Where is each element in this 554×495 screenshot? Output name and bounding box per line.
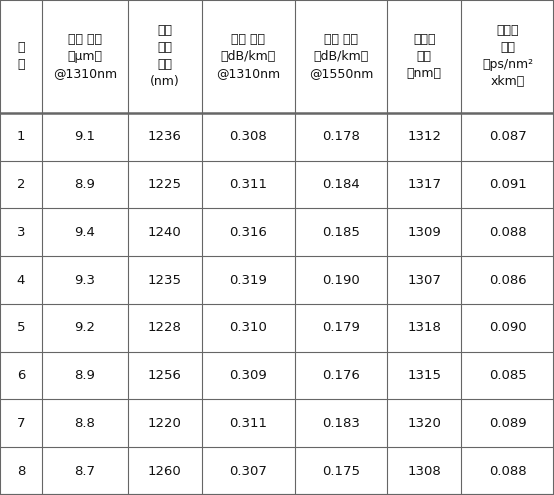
Text: 6: 6 [17,369,25,382]
Text: 1309: 1309 [407,226,441,239]
Text: 衰减 系数
（dB/km）
@1550nm: 衰减 系数 （dB/km） @1550nm [309,33,373,80]
Text: 0.319: 0.319 [229,274,267,287]
Text: 1220: 1220 [148,417,182,430]
Text: 8: 8 [17,465,25,478]
Text: 0.183: 0.183 [322,417,360,430]
Text: 8.9: 8.9 [74,369,95,382]
Text: 3: 3 [17,226,25,239]
Text: 0.086: 0.086 [489,274,526,287]
Text: 0.175: 0.175 [322,465,360,478]
Text: 1228: 1228 [148,321,182,334]
Text: 1235: 1235 [148,274,182,287]
Text: 1312: 1312 [407,130,442,143]
Text: 2: 2 [17,178,25,191]
Text: 0.308: 0.308 [229,130,267,143]
Text: 0.311: 0.311 [229,178,267,191]
Text: 0.085: 0.085 [489,369,526,382]
Text: 5: 5 [17,321,25,334]
Text: 光缆
截止
波长
(nm): 光缆 截止 波长 (nm) [150,24,180,89]
Text: 8.9: 8.9 [74,178,95,191]
Text: 1307: 1307 [407,274,441,287]
Text: 0.310: 0.310 [229,321,267,334]
Text: 0.307: 0.307 [229,465,267,478]
Text: 1317: 1317 [407,178,442,191]
Text: 1308: 1308 [407,465,441,478]
Text: 1240: 1240 [148,226,182,239]
Text: 0.179: 0.179 [322,321,360,334]
Text: 0.185: 0.185 [322,226,360,239]
Text: 9.4: 9.4 [74,226,95,239]
Text: 9.1: 9.1 [74,130,95,143]
Text: 0.087: 0.087 [489,130,526,143]
Text: 1260: 1260 [148,465,182,478]
Text: 8.7: 8.7 [74,465,95,478]
Text: 1320: 1320 [407,417,441,430]
Text: 0.089: 0.089 [489,417,526,430]
Text: 8.8: 8.8 [74,417,95,430]
Text: 0.088: 0.088 [489,465,526,478]
Text: 0.184: 0.184 [322,178,360,191]
Text: 模场 直径
（μm）
@1310nm: 模场 直径 （μm） @1310nm [53,33,117,80]
Text: 0.190: 0.190 [322,274,360,287]
Text: 0.090: 0.090 [489,321,526,334]
Text: 0.088: 0.088 [489,226,526,239]
Text: 零色散
斜率
（ps/nm²
xkm）: 零色散 斜率 （ps/nm² xkm） [482,24,533,89]
Text: 0.309: 0.309 [229,369,267,382]
Text: 9.3: 9.3 [74,274,95,287]
Text: 1236: 1236 [148,130,182,143]
Text: 0.176: 0.176 [322,369,360,382]
Text: 0.316: 0.316 [229,226,267,239]
Text: 序
号: 序 号 [17,42,24,71]
Text: 9.2: 9.2 [74,321,95,334]
Text: 1318: 1318 [407,321,441,334]
Text: 0.178: 0.178 [322,130,360,143]
Text: 7: 7 [17,417,25,430]
Text: 1: 1 [17,130,25,143]
Text: 1315: 1315 [407,369,442,382]
Text: 衰减 系数
（dB/km）
@1310nm: 衰减 系数 （dB/km） @1310nm [216,33,280,80]
Text: 0.091: 0.091 [489,178,526,191]
Text: 1225: 1225 [148,178,182,191]
Text: 1256: 1256 [148,369,182,382]
Text: 零色散
波长
（nm）: 零色散 波长 （nm） [407,33,442,80]
Text: 4: 4 [17,274,25,287]
Text: 0.311: 0.311 [229,417,267,430]
